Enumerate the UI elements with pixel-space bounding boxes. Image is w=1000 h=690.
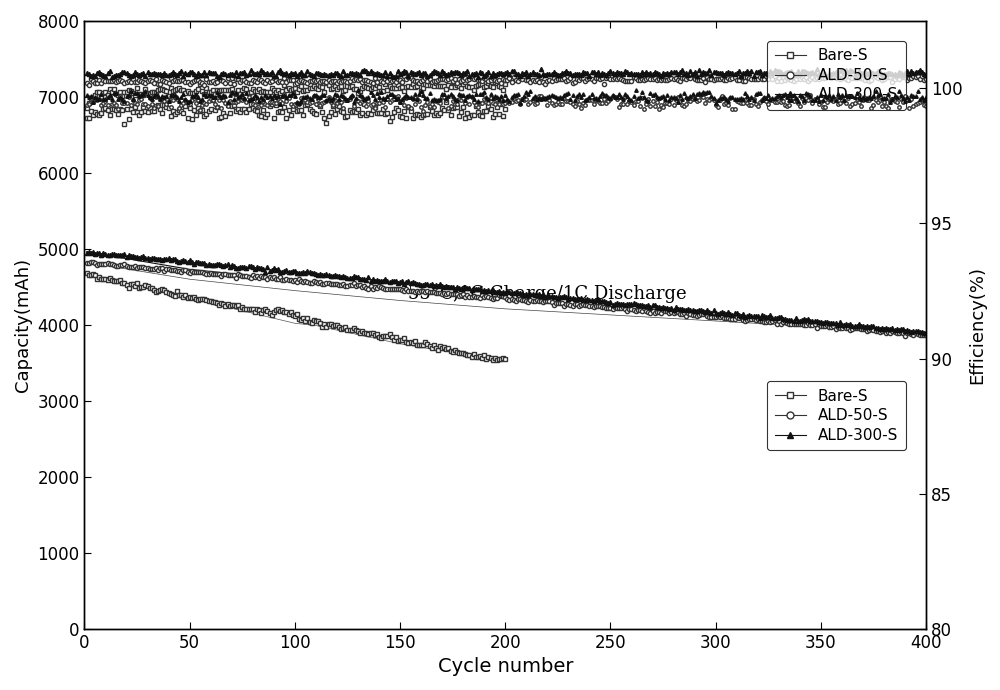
Legend: Bare-S, ALD-50-S, ALD-300-S: Bare-S, ALD-50-S, ALD-300-S — [767, 381, 906, 451]
Y-axis label: Efficiency(%): Efficiency(%) — [968, 266, 986, 384]
X-axis label: Cycle number: Cycle number — [438, 657, 573, 676]
Text: 55°C,1C Charge/1C Discharge: 55°C,1C Charge/1C Discharge — [408, 286, 687, 304]
Y-axis label: Capacity(mAh): Capacity(mAh) — [14, 258, 32, 392]
